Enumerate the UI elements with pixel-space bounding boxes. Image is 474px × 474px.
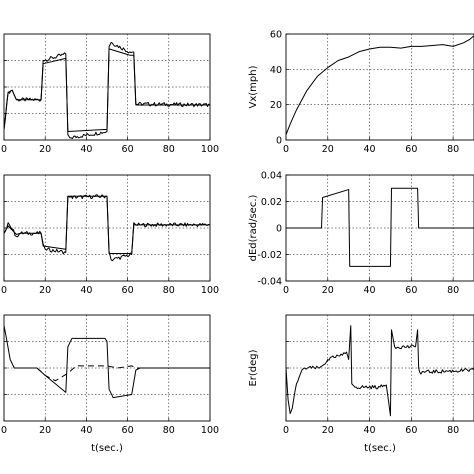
axes-frame	[3, 314, 211, 422]
y-tick-label: 60	[270, 30, 282, 41]
x-tick-label: 20	[322, 425, 334, 436]
x-tick-label: 0	[1, 425, 7, 436]
series-group	[286, 325, 474, 417]
x-tick-label: 60	[405, 285, 417, 296]
x-tick-label: 60	[405, 425, 417, 436]
x-tick-label: 40	[364, 425, 376, 436]
panel-right-top: 0 20 40 60 80 0 20 40 60 Vx(mph)	[248, 30, 474, 155]
x-tick-label: 100	[201, 144, 219, 155]
x-tick-label: 0	[1, 285, 7, 296]
axes-frame	[3, 33, 211, 141]
panel-right-bottom: 0 20 40 60 80 Er(deg) t(sec.)	[248, 314, 474, 454]
x-tick-label: 40	[80, 425, 92, 436]
series-line	[286, 325, 474, 417]
y-tick-label: 0.02	[261, 197, 282, 208]
y-tick-label: -0.02	[257, 250, 282, 261]
x-tick-label: 80	[447, 285, 459, 296]
x-axis-label: t(sec.)	[364, 443, 396, 454]
x-tick-label: 80	[447, 144, 459, 155]
x-tick-label: 100	[201, 285, 219, 296]
x-tick-label: 40	[80, 144, 92, 155]
series-line	[4, 325, 210, 399]
y-tick-label: 20	[270, 100, 282, 111]
axes-frame	[3, 174, 211, 282]
plots-layer: 0 20 40 60 80 100 0 20 40 60 80 100 0 20 40 60 80 100 t(se…	[1, 30, 474, 454]
series-line	[36, 365, 210, 382]
x-tick-label: 20	[39, 285, 51, 296]
x-tick-label: 0	[283, 285, 289, 296]
panel-right-middle: 0 20 40 60 80 -0.04 -0.02 0 0.02 0.04 dEd(rad/sec.…	[248, 171, 474, 296]
y-tick-label: 0	[276, 136, 282, 147]
x-tick-label: 80	[447, 425, 459, 436]
series-line	[286, 35, 474, 135]
series-line	[286, 187, 474, 267]
x-axis-label: t(sec.)	[91, 443, 123, 454]
x-tick-label: 40	[364, 144, 376, 155]
axes-frame	[285, 174, 474, 282]
x-tick-label: 0	[1, 144, 7, 155]
x-tick-label: 20	[322, 285, 334, 296]
x-tick-label: 20	[322, 144, 334, 155]
x-tick-label: 80	[163, 285, 175, 296]
y-tick-label: 0	[276, 224, 282, 235]
x-tick-label: 80	[163, 144, 175, 155]
x-tick-label: 40	[80, 285, 92, 296]
x-tick-label: 60	[122, 144, 134, 155]
y-axis-label: Er(deg)	[248, 349, 259, 386]
series-group	[286, 187, 474, 267]
panel-left-top: 0 20 40 60 80 100	[1, 33, 219, 155]
y-tick-label: -0.04	[257, 277, 282, 288]
y-tick-label: 40	[270, 65, 282, 76]
x-tick-label: 20	[39, 144, 51, 155]
axes-frame	[285, 314, 474, 422]
x-tick-label: 60	[122, 425, 134, 436]
series-group	[4, 41, 210, 140]
x-tick-label: 0	[283, 425, 289, 436]
y-tick-label: 0.04	[261, 171, 282, 182]
x-tick-label: 40	[364, 285, 376, 296]
series-group	[4, 194, 210, 262]
axes-frame	[285, 33, 474, 141]
x-tick-label: 60	[122, 285, 134, 296]
series-group	[4, 325, 210, 399]
x-tick-label: 20	[39, 425, 51, 436]
x-tick-label: 100	[201, 425, 219, 436]
series-group	[286, 35, 474, 135]
x-tick-label: 0	[283, 144, 289, 155]
x-tick-label: 60	[405, 144, 417, 155]
series-line	[4, 195, 210, 254]
y-axis-label: Vx(mph)	[248, 65, 259, 108]
series-line	[4, 48, 210, 133]
panel-left-bottom: 0 20 40 60 80 100 t(sec.)	[1, 314, 219, 454]
x-tick-label: 80	[163, 425, 175, 436]
y-axis-label: dEd(rad/sec.)	[248, 194, 259, 261]
panel-left-middle: 0 20 40 60 80 100	[1, 174, 219, 296]
